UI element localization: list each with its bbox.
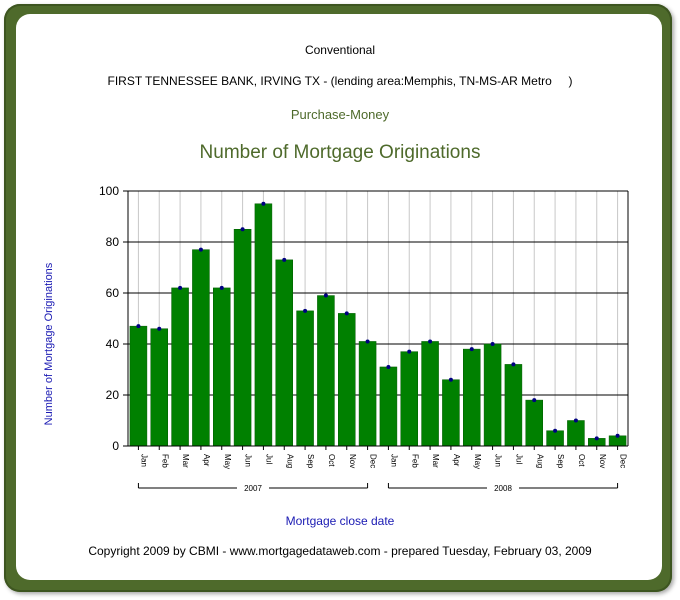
y-tick-label: 0 <box>112 439 119 453</box>
bar-marker <box>282 257 287 262</box>
x-tick-label: Apr <box>452 454 461 467</box>
x-tick-label: Apr <box>202 454 211 467</box>
bar-marker <box>303 308 308 313</box>
y-tick-label: 100 <box>99 184 119 198</box>
x-tick-label: Feb <box>410 454 419 468</box>
x-tick-label: Jul <box>264 454 273 464</box>
bar <box>129 325 148 447</box>
bar-marker <box>428 339 433 344</box>
chart-title: Number of Mortgage Originations <box>199 142 481 163</box>
bar-marker <box>386 364 391 369</box>
bar <box>358 341 377 447</box>
year-group-bracket: 2008 <box>387 482 619 494</box>
bar-marker <box>261 201 266 206</box>
bar <box>254 203 273 447</box>
x-tick-label: Feb <box>160 454 169 468</box>
bar-marker <box>365 339 370 344</box>
bracket-label-bg <box>237 482 269 494</box>
bar <box>567 420 585 447</box>
bar <box>338 313 356 447</box>
bar-marker <box>469 347 474 352</box>
x-tick-label: Jan <box>389 454 398 467</box>
x-tick-label: Jun <box>244 454 253 467</box>
bar <box>171 287 189 447</box>
axis-layer <box>123 190 629 450</box>
y-tick-label: 60 <box>106 286 120 300</box>
x-tick-label: Sep <box>556 454 565 469</box>
bar-marker <box>407 349 412 354</box>
bar <box>525 399 543 447</box>
bar-marker <box>553 428 558 433</box>
x-tick-label: Oct <box>327 454 336 467</box>
bar-marker <box>594 436 599 441</box>
x-tick-label: Sep <box>306 454 315 469</box>
bar <box>546 430 564 447</box>
x-tick-label: Nov <box>348 454 357 468</box>
bar-marker <box>157 326 162 331</box>
bar <box>213 287 231 447</box>
x-tick-label: Mar <box>181 454 190 468</box>
y-tick-label: 20 <box>106 388 120 402</box>
x-tick-label: Nov <box>598 454 607 468</box>
bar <box>275 259 293 447</box>
loan-type-label: Conventional <box>304 43 376 57</box>
x-tick-label: Dec <box>369 454 378 468</box>
bar-marker <box>532 398 537 403</box>
x-tick-label: Oct <box>577 454 586 467</box>
bracket-label-bg <box>487 482 519 494</box>
bar-marker <box>344 311 349 316</box>
bar <box>150 328 168 447</box>
x-tick-label: May <box>223 454 232 469</box>
bar-marker <box>615 433 620 438</box>
x-tick-label: Aug <box>285 454 294 468</box>
x-tick-label: Aug <box>535 454 544 468</box>
bar-marker <box>178 285 183 290</box>
bar <box>421 341 439 447</box>
year-group-label: 2008 <box>494 484 512 493</box>
bar <box>400 351 418 447</box>
bar-marker <box>240 227 245 232</box>
bar <box>296 310 314 447</box>
year-group-label: 2007 <box>244 484 262 493</box>
chart-panel <box>16 14 662 580</box>
bar <box>504 364 523 447</box>
bar <box>233 229 252 447</box>
bar-marker <box>219 285 224 290</box>
y-tick-label: 40 <box>106 337 120 351</box>
bar-marker <box>511 362 516 367</box>
label-layer: 0 20 40 60 80 100 Jan Feb Mar Apr May Jun Jul Aug Sep O… <box>99 184 628 494</box>
x-tick-label: Jun <box>494 454 503 467</box>
x-tick-label: Jan <box>139 454 148 467</box>
bar-marker <box>323 293 328 298</box>
y-tick-label: 80 <box>106 235 120 249</box>
year-group-bracket: 2007 <box>137 482 369 494</box>
bar-marker <box>490 342 495 346</box>
x-tick-label: Jul <box>514 454 523 464</box>
x-tick-label: Mar <box>431 454 440 468</box>
bar-marker <box>136 324 141 329</box>
lender-label: FIRST TENNESSEE BANK, IRVING TX - (lendi… <box>107 74 573 88</box>
bar-layer <box>129 201 627 447</box>
bar-marker <box>448 377 453 382</box>
x-tick-label: May <box>473 454 482 469</box>
bar <box>192 249 210 447</box>
x-tick-label: Dec <box>619 454 628 468</box>
bar-marker <box>198 247 203 252</box>
bar <box>442 379 460 447</box>
bar <box>463 348 481 447</box>
bar <box>483 343 502 447</box>
bar <box>379 366 398 447</box>
bar <box>317 295 335 447</box>
bar-marker <box>573 418 578 423</box>
purpose-label: Purchase-Money <box>290 107 390 122</box>
copyright-footer: Copyright 2009 by CBMI - www.mortgagedat… <box>88 544 592 558</box>
x-axis-title: Mortgage close date <box>285 514 395 528</box>
